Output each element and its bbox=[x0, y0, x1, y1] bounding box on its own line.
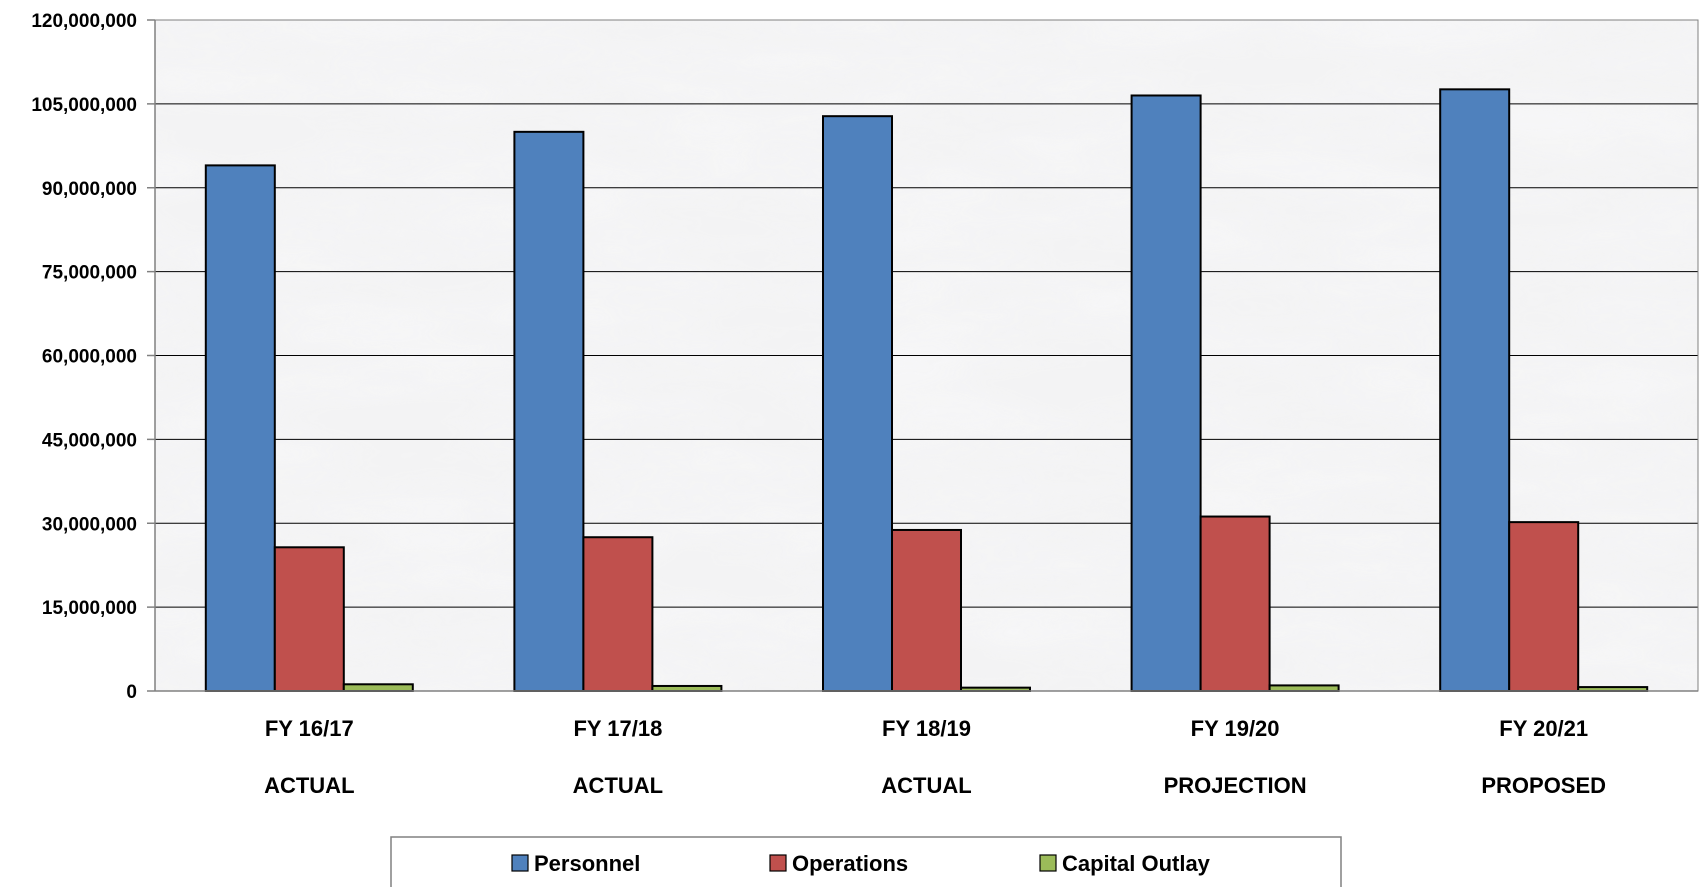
bar-personnel bbox=[822, 115, 893, 692]
bar-personnel bbox=[513, 130, 585, 693]
y-tick-label: 75,000,000 bbox=[42, 263, 137, 284]
y-tick-label: 45,000,000 bbox=[42, 430, 137, 451]
y-tick-label: 15,000,000 bbox=[42, 598, 137, 619]
bar-capital-outlay bbox=[342, 683, 414, 692]
bar-operations bbox=[1199, 515, 1271, 692]
y-tick-labels: 0 15,000,000 30,000,000 45,000,000 60,000,00… bbox=[31, 11, 137, 703]
x-category-label: FY 20/21 bbox=[1499, 716, 1588, 741]
legend-swatch bbox=[511, 854, 529, 872]
y-tick-label: 60,000,000 bbox=[42, 347, 137, 368]
bar-personnel bbox=[1130, 94, 1202, 693]
bar-operations bbox=[273, 546, 345, 693]
legend-label: Capital Outlay bbox=[1062, 851, 1211, 876]
legend-label: Personnel bbox=[534, 851, 640, 876]
x-category-sublabel: PROPOSED bbox=[1481, 773, 1606, 798]
x-category-label: FY 19/20 bbox=[1191, 716, 1280, 741]
x-category-sublabel: ACTUAL bbox=[573, 773, 663, 798]
y-tick-label: 0 bbox=[126, 682, 137, 703]
bar-capital-outlay bbox=[1268, 684, 1340, 692]
bar-personnel bbox=[1439, 88, 1511, 692]
bar-operations bbox=[1508, 521, 1580, 692]
plot-border bbox=[154, 19, 1699, 692]
legend: Personnel Operations Capital Outlay bbox=[390, 836, 1342, 892]
legend-box bbox=[390, 836, 1342, 892]
legend-swatch bbox=[1039, 854, 1057, 872]
y-tick-label: 105,000,000 bbox=[31, 95, 137, 116]
y-tick-label: 30,000,000 bbox=[42, 514, 137, 535]
legend-label: Operations bbox=[792, 851, 908, 876]
legend-swatch bbox=[769, 854, 787, 872]
y-tick-label: 120,000,000 bbox=[31, 11, 137, 32]
axes bbox=[154, 19, 1699, 692]
x-category-label: FY 16/17 bbox=[265, 716, 354, 741]
bar-operations bbox=[891, 528, 962, 693]
bar-operations bbox=[582, 536, 654, 693]
x-category-sublabel: ACTUAL bbox=[881, 773, 971, 798]
bars bbox=[204, 88, 1649, 693]
bar-personnel bbox=[204, 164, 276, 692]
x-category-label: FY 18/19 bbox=[882, 716, 971, 741]
x-category-sublabel: ACTUAL bbox=[264, 773, 354, 798]
y-tick-label: 90,000,000 bbox=[42, 179, 137, 200]
x-category-labels: FY 16/17 ACTUAL FY 17/18 ACTUAL FY 18/19 ACTU… bbox=[264, 716, 1606, 798]
x-category-sublabel: PROJECTION bbox=[1164, 773, 1307, 798]
bar-capital-outlay bbox=[651, 684, 723, 693]
x-category-label: FY 17/18 bbox=[573, 716, 662, 741]
